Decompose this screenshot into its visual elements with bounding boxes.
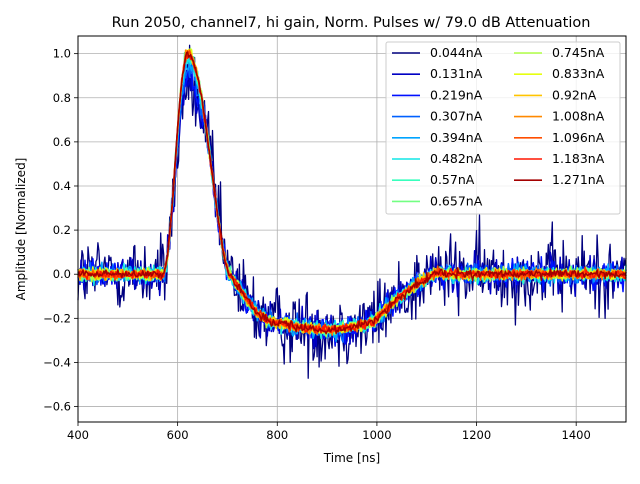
- y-tick-label: −0.2: [43, 311, 71, 325]
- legend-label: 1.271nA: [552, 172, 605, 187]
- x-axis-label: Time [ns]: [323, 451, 380, 465]
- legend-label: 0.219nA: [430, 87, 483, 102]
- y-tick-label: −0.6: [43, 400, 71, 414]
- plot-frame: [77, 35, 627, 423]
- legend-label: 0.307nA: [430, 109, 483, 124]
- y-tick-label: 1.0: [53, 47, 71, 61]
- x-tick-label: 1200: [462, 428, 491, 442]
- x-tick-label: 800: [266, 428, 288, 442]
- axis-ticks: 400 600 800 1000 1200 1400 −0.6 −0.4 −0.2 0.0 0.2 0…: [43, 47, 591, 442]
- legend-label: 1.183nA: [552, 151, 605, 166]
- x-tick-label: 1000: [362, 428, 391, 442]
- y-tick-label: 0.8: [53, 91, 71, 105]
- legend-label: 0.657nA: [430, 193, 483, 208]
- series-line: [77, 51, 627, 335]
- chart-title: Run 2050, channel7, hi gain, Norm. Pulse…: [112, 15, 591, 31]
- legend-label: 0.57nA: [430, 172, 475, 187]
- legend-label: 0.131nA: [430, 66, 483, 81]
- legend-label: 0.745nA: [552, 45, 605, 60]
- y-tick-label: 0.2: [53, 223, 71, 237]
- y-tick-label: 0.0: [53, 267, 71, 281]
- x-tick-label: 400: [67, 428, 89, 442]
- legend-label: 0.92nA: [552, 87, 597, 102]
- y-tick-label: 0.6: [53, 135, 71, 149]
- legend-label: 1.096nA: [552, 130, 605, 145]
- legend-label: 0.833nA: [552, 66, 605, 81]
- legend-label: 0.394nA: [430, 130, 483, 145]
- y-tick-label: 0.4: [53, 179, 71, 193]
- y-tick-label: −0.4: [43, 355, 71, 369]
- legend-label: 1.008nA: [552, 109, 605, 124]
- legend-label: 0.044nA: [430, 45, 483, 60]
- legend: 0.044nA 0.131nA 0.219nA 0.307nA 0.394nA 0.482…: [385, 41, 621, 215]
- x-tick-label: 1400: [562, 428, 591, 442]
- series-lines: [77, 44, 627, 379]
- x-tick-label: 600: [167, 428, 189, 442]
- legend-box: [385, 41, 621, 215]
- y-axis-label: Amplitude [Normalized]: [14, 158, 28, 301]
- legend-label: 0.482nA: [430, 151, 483, 166]
